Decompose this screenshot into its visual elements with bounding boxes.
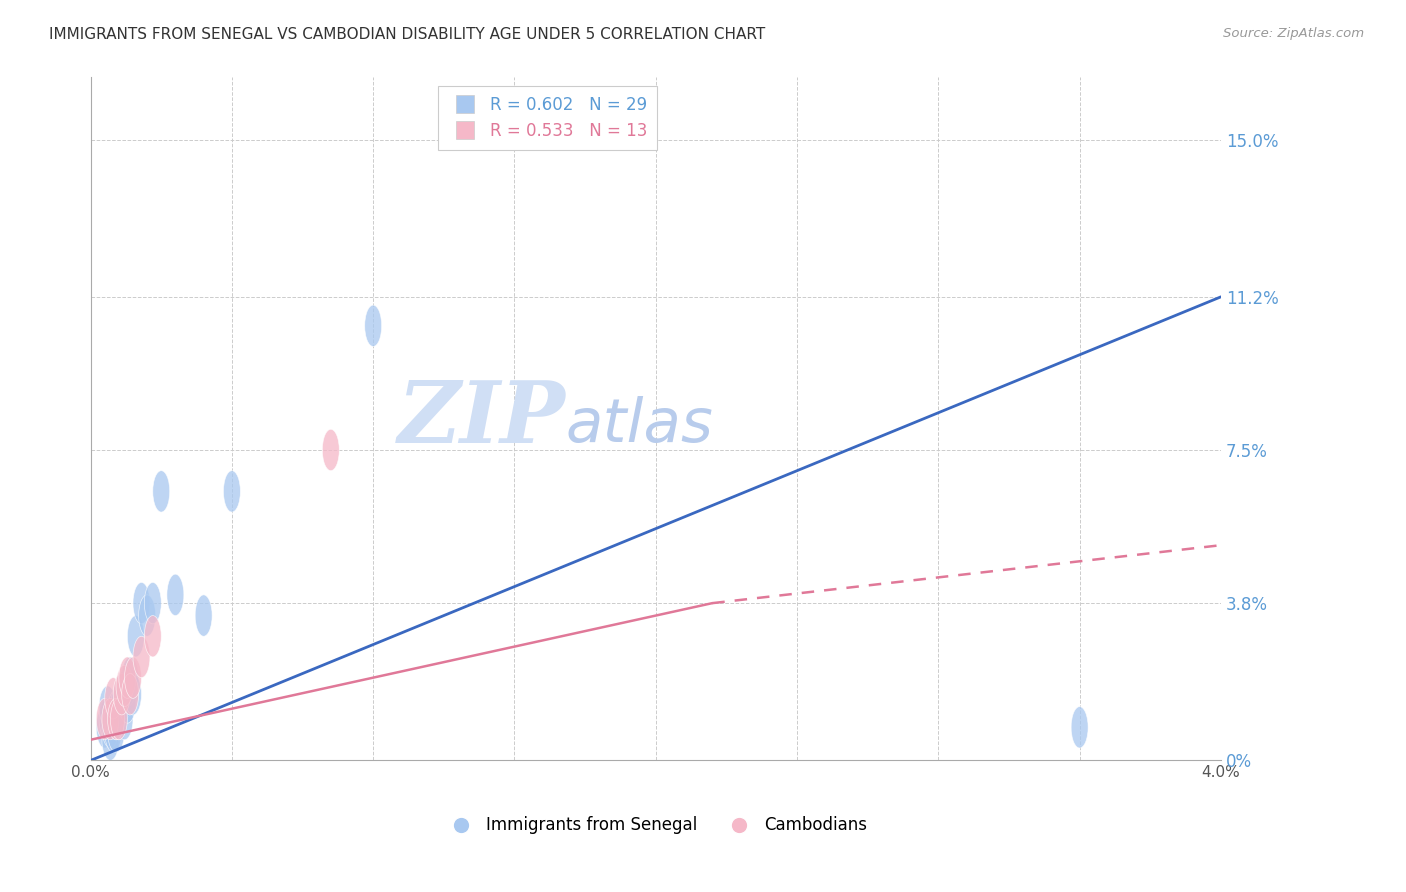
Ellipse shape [167, 574, 184, 615]
Text: ZIP: ZIP [398, 377, 565, 460]
Ellipse shape [114, 673, 131, 714]
Ellipse shape [108, 698, 125, 739]
Ellipse shape [117, 665, 134, 706]
Ellipse shape [134, 636, 150, 678]
Ellipse shape [224, 471, 240, 512]
Ellipse shape [101, 698, 120, 739]
Ellipse shape [153, 471, 170, 512]
Ellipse shape [104, 678, 122, 719]
Text: Source: ZipAtlas.com: Source: ZipAtlas.com [1223, 27, 1364, 40]
Ellipse shape [111, 698, 128, 739]
Ellipse shape [1071, 706, 1088, 748]
Ellipse shape [111, 698, 128, 739]
Ellipse shape [122, 657, 139, 698]
Ellipse shape [117, 698, 134, 739]
Ellipse shape [108, 698, 125, 739]
Text: IMMIGRANTS FROM SENEGAL VS CAMBODIAN DISABILITY AGE UNDER 5 CORRELATION CHART: IMMIGRANTS FROM SENEGAL VS CAMBODIAN DIS… [49, 27, 765, 42]
Ellipse shape [122, 673, 139, 714]
Ellipse shape [120, 681, 136, 723]
Ellipse shape [195, 595, 212, 636]
Ellipse shape [101, 719, 120, 761]
Ellipse shape [364, 305, 381, 346]
Legend: Immigrants from Senegal, Cambodians: Immigrants from Senegal, Cambodians [437, 810, 873, 841]
Ellipse shape [108, 690, 125, 731]
Ellipse shape [114, 673, 131, 714]
Ellipse shape [104, 698, 122, 739]
Text: atlas: atlas [565, 396, 713, 455]
Ellipse shape [134, 582, 150, 624]
Ellipse shape [125, 657, 142, 698]
Ellipse shape [96, 698, 114, 739]
Ellipse shape [120, 657, 136, 698]
Ellipse shape [120, 665, 136, 706]
Ellipse shape [139, 595, 156, 636]
Ellipse shape [117, 678, 134, 719]
Ellipse shape [145, 582, 162, 624]
Ellipse shape [96, 706, 114, 748]
Ellipse shape [98, 686, 117, 727]
Ellipse shape [111, 686, 128, 727]
Ellipse shape [125, 673, 142, 714]
Ellipse shape [128, 615, 145, 657]
Ellipse shape [98, 698, 117, 739]
Ellipse shape [104, 711, 122, 752]
Ellipse shape [101, 706, 120, 748]
Ellipse shape [108, 711, 125, 752]
Ellipse shape [322, 429, 339, 471]
Ellipse shape [145, 615, 162, 657]
